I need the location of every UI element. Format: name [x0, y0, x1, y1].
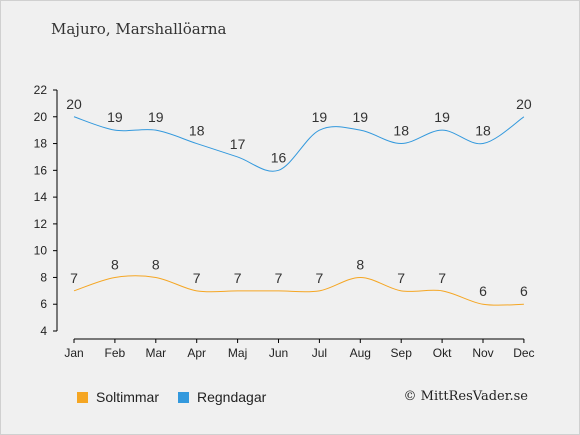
- data-label-rain: 19: [353, 109, 369, 125]
- copyright-text: © MittResVader.se: [403, 389, 528, 404]
- data-label-rain: 19: [107, 109, 123, 125]
- legend-swatch-sun: [77, 391, 88, 403]
- x-tick-label: Nov: [472, 346, 493, 360]
- series-line-sun: [73, 275, 524, 306]
- x-tick-label: Mar: [145, 346, 166, 360]
- data-label-sun: 7: [70, 270, 78, 286]
- x-tick-label: Aug: [350, 346, 371, 360]
- data-label-rain: 17: [230, 136, 246, 152]
- y-tick-label: 12: [34, 217, 48, 231]
- legend-item-sun: Soltimmar: [77, 389, 159, 405]
- legend-item-rain: Regndagar: [178, 389, 266, 405]
- y-tick-label: 6: [40, 297, 47, 311]
- legend-label-rain: Regndagar: [197, 389, 267, 405]
- y-tick-label: 10: [34, 244, 48, 258]
- x-tick-label: Jun: [269, 346, 288, 360]
- data-label-rain: 16: [271, 149, 287, 165]
- y-tick-label: 20: [34, 110, 48, 124]
- y-tick-label: 8: [40, 270, 47, 284]
- data-label-sun: 7: [234, 270, 242, 286]
- y-tick-label: 4: [40, 324, 47, 338]
- y-tick-label: 22: [34, 83, 48, 97]
- data-label-rain: 18: [189, 123, 205, 139]
- data-label-rain: 18: [475, 123, 491, 139]
- legend-label-sun: Soltimmar: [96, 389, 160, 405]
- x-tick-label: Apr: [187, 346, 206, 360]
- x-tick-label: Feb: [105, 346, 126, 360]
- x-tick-label: Sep: [391, 346, 413, 360]
- data-label-rain: 19: [312, 109, 328, 125]
- data-label-sun: 7: [193, 270, 201, 286]
- data-label-sun: 7: [397, 270, 405, 286]
- data-label-rain: 20: [66, 96, 82, 112]
- x-tick-label: Okt: [433, 346, 452, 360]
- data-label-sun: 8: [111, 256, 119, 272]
- data-label-sun: 7: [275, 270, 283, 286]
- x-tick-label: Dec: [513, 346, 534, 360]
- legend-swatch-rain: [178, 391, 189, 403]
- y-tick-label: 16: [34, 163, 48, 177]
- data-label-rain: 20: [516, 96, 532, 112]
- x-tick-label: Jan: [64, 346, 83, 360]
- y-tick-label: 18: [34, 137, 48, 151]
- data-label-sun: 6: [520, 283, 528, 299]
- data-label-sun: 8: [152, 256, 160, 272]
- data-label-sun: 8: [356, 256, 364, 272]
- chart-title: Majuro, Marshallöarna: [51, 20, 227, 38]
- data-label-sun: 7: [316, 270, 324, 286]
- x-tick-label: Jul: [312, 346, 327, 360]
- series-line-rain: [73, 116, 525, 172]
- data-label-rain: 18: [393, 123, 409, 139]
- data-label-rain: 19: [148, 109, 164, 125]
- data-label-sun: 7: [438, 270, 446, 286]
- data-label-rain: 19: [434, 109, 450, 125]
- data-label-sun: 6: [479, 283, 487, 299]
- x-tick-label: Maj: [228, 346, 247, 360]
- y-tick-label: 14: [34, 190, 48, 204]
